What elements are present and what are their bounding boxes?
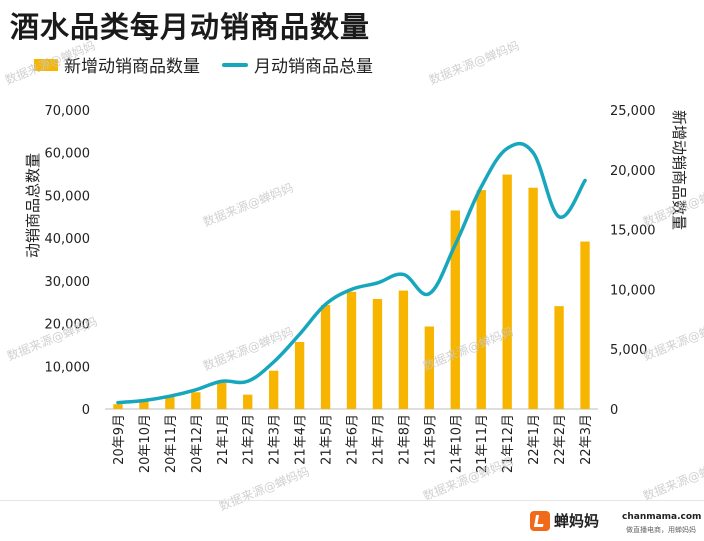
brand-logo-icon bbox=[530, 510, 550, 531]
line-total-products bbox=[116, 141, 587, 405]
bar-new-products bbox=[502, 174, 512, 409]
y-right-tick-label: 0 bbox=[610, 403, 618, 418]
brand-name: 蝉妈妈 bbox=[554, 512, 600, 530]
y-left-tick-label: 40,000 bbox=[45, 232, 91, 247]
bar-new-products bbox=[528, 187, 538, 409]
bar-new-products bbox=[139, 400, 149, 409]
x-tick-label: 21年2月 bbox=[242, 414, 257, 465]
y-right-tick-label: 20,000 bbox=[610, 164, 656, 179]
x-tick-label: 22年3月 bbox=[579, 414, 594, 465]
bar-new-products bbox=[450, 210, 460, 409]
x-tick-label: 21年1月 bbox=[216, 414, 231, 465]
brand-block: 蝉妈妈 bbox=[530, 510, 599, 531]
legend-bar-label: 新增动销商品数量 bbox=[64, 57, 200, 77]
x-tick-label: 20年9月 bbox=[112, 414, 127, 465]
x-tick-label: 22年2月 bbox=[553, 414, 568, 465]
bar-new-products bbox=[580, 241, 590, 409]
legend-bar-swatch bbox=[34, 58, 58, 71]
x-tick-label: 21年12月 bbox=[501, 414, 516, 473]
bar-new-products bbox=[554, 306, 564, 409]
x-tick-label: 20年12月 bbox=[190, 414, 205, 473]
x-tick-label: 21年9月 bbox=[423, 414, 438, 465]
bar-new-products bbox=[346, 291, 357, 409]
x-tick-label: 21年3月 bbox=[268, 414, 283, 465]
bar-new-products bbox=[294, 342, 305, 409]
chart-legend: 新增动销商品数量 月动销商品总量 bbox=[34, 52, 373, 77]
bar-new-products bbox=[217, 382, 227, 409]
bar-new-products bbox=[476, 190, 486, 409]
y-right-tick-label: 10,000 bbox=[610, 283, 656, 298]
x-tick-label: 22年1月 bbox=[527, 414, 542, 465]
y-left-tick-label: 50,000 bbox=[45, 189, 91, 204]
bar-new-products bbox=[191, 392, 201, 409]
x-tick-label: 21年10月 bbox=[449, 414, 464, 473]
brand-site: chanmama.com bbox=[622, 512, 702, 522]
y-right-tick-label: 25,000 bbox=[610, 104, 656, 119]
bar-new-products bbox=[268, 370, 279, 409]
y-left-tick-label: 0 bbox=[82, 403, 90, 418]
legend-line-swatch bbox=[222, 62, 248, 67]
x-tick-label: 20年10月 bbox=[138, 414, 153, 473]
y-left-tick-label: 20,000 bbox=[45, 318, 91, 333]
y-right-tick-label: 15,000 bbox=[610, 224, 656, 239]
chart-title: 酒水品类每月动销商品数量 bbox=[10, 10, 371, 44]
y-left-tick-label: 60,000 bbox=[45, 147, 91, 162]
x-tick-label: 21年5月 bbox=[320, 414, 335, 465]
bar-new-products bbox=[398, 290, 409, 409]
brand-slogan: 做直播电商，用蝉妈妈 bbox=[626, 526, 696, 534]
y-left-tick-label: 70,000 bbox=[45, 104, 91, 119]
legend-line-label: 月动销商品总量 bbox=[254, 57, 373, 77]
bar-new-products bbox=[243, 394, 253, 409]
x-tick-label: 21年11月 bbox=[475, 414, 490, 473]
x-tick-label: 21年8月 bbox=[397, 414, 412, 465]
x-tick-label: 21年4月 bbox=[294, 414, 309, 465]
bar-new-products bbox=[320, 304, 331, 409]
x-tick-label: 21年7月 bbox=[371, 414, 386, 465]
footer-divider bbox=[0, 500, 704, 501]
y-right-tick-label: 5,000 bbox=[610, 343, 647, 358]
y-left-tick-label: 10,000 bbox=[45, 360, 91, 375]
x-tick-label: 20年11月 bbox=[164, 414, 179, 473]
x-tick-label: 21年6月 bbox=[346, 414, 361, 465]
bar-new-products bbox=[424, 326, 435, 409]
bar-new-products bbox=[113, 404, 123, 409]
bar-new-products bbox=[165, 397, 175, 409]
y-left-tick-label: 30,000 bbox=[45, 275, 91, 290]
bar-new-products bbox=[372, 298, 383, 409]
